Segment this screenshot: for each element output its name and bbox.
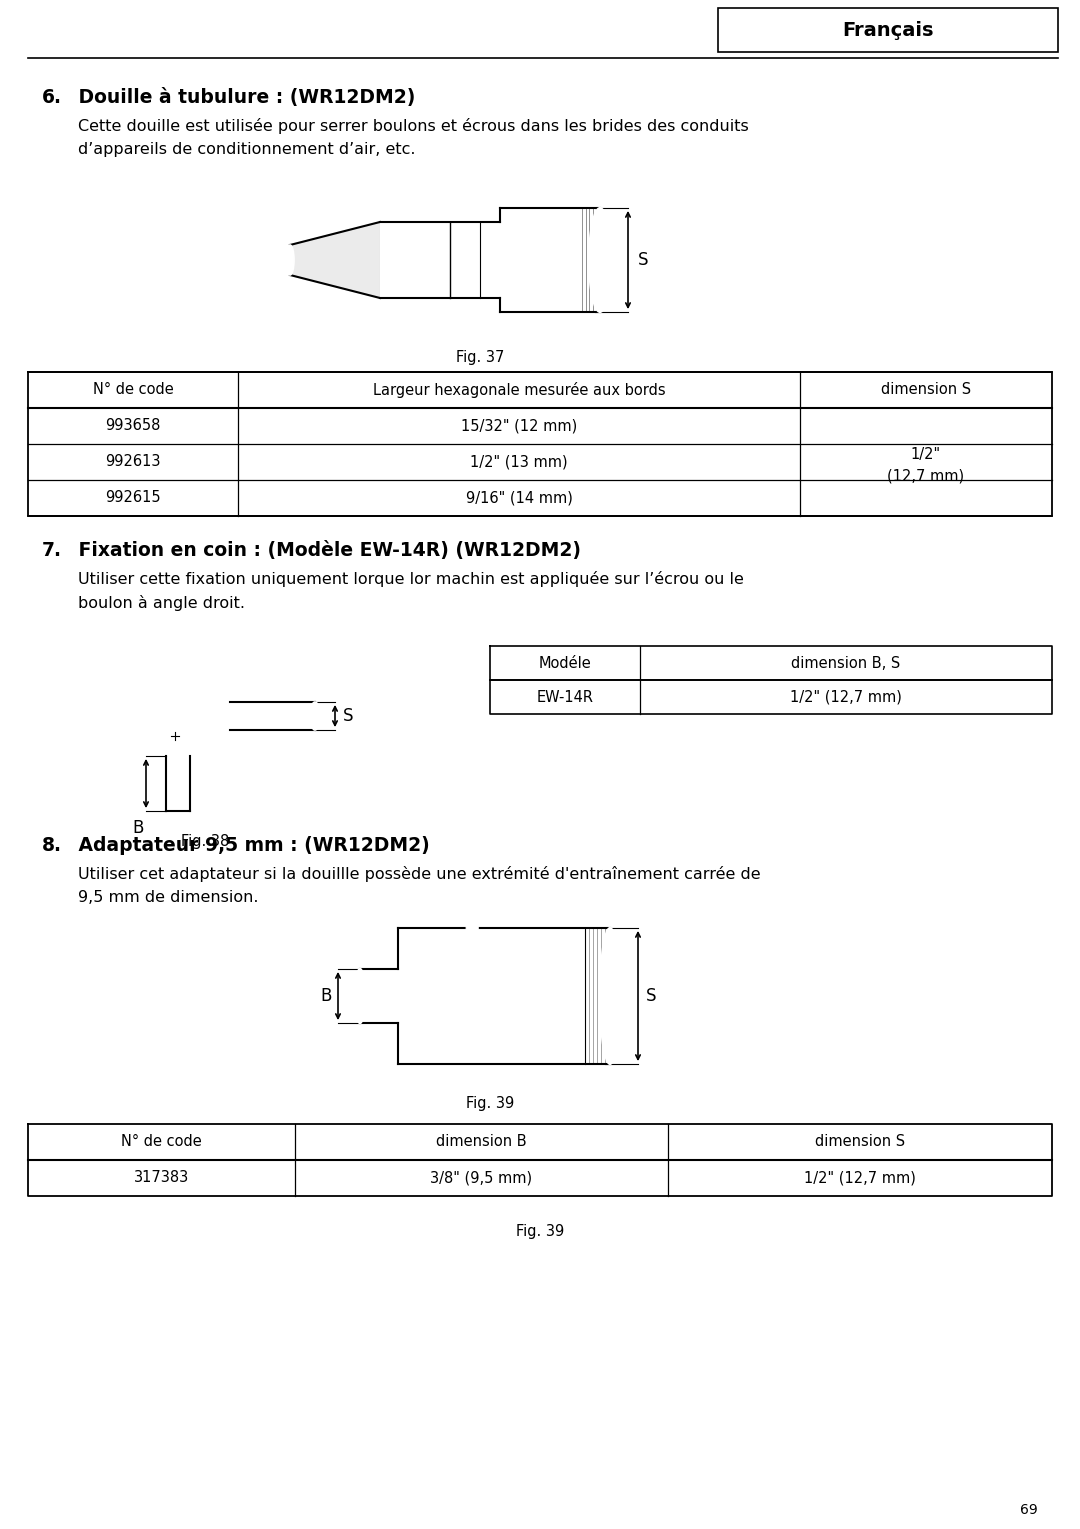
Polygon shape xyxy=(230,702,315,729)
Ellipse shape xyxy=(310,702,320,729)
Text: Fig. 38: Fig. 38 xyxy=(180,833,229,849)
Text: Français: Français xyxy=(842,20,934,40)
Ellipse shape xyxy=(355,968,365,1023)
Ellipse shape xyxy=(593,225,607,297)
Ellipse shape xyxy=(604,948,616,1043)
Text: Douille à tubulure : (WR12DM2): Douille à tubulure : (WR12DM2) xyxy=(72,89,416,107)
Polygon shape xyxy=(166,755,190,810)
Text: 1/2": 1/2" xyxy=(910,446,941,462)
Text: (12,7 mm): (12,7 mm) xyxy=(888,468,964,483)
Ellipse shape xyxy=(589,208,611,312)
Text: S: S xyxy=(638,251,648,269)
Text: 8.: 8. xyxy=(42,836,62,855)
Text: 9,5 mm de dimension.: 9,5 mm de dimension. xyxy=(78,890,258,905)
Text: Adaptateur 9,5 mm : (WR12DM2): Adaptateur 9,5 mm : (WR12DM2) xyxy=(72,836,430,855)
Text: 1/2" (12,7 mm): 1/2" (12,7 mm) xyxy=(791,690,902,705)
Text: Cette douille est utilisée pour serrer boulons et écrous dans les brides des con: Cette douille est utilisée pour serrer b… xyxy=(78,118,748,135)
Text: 6.: 6. xyxy=(42,89,62,107)
Circle shape xyxy=(162,688,218,745)
Text: Largeur hexagonale mesurée aux bords: Largeur hexagonale mesurée aux bords xyxy=(373,382,665,398)
Text: B: B xyxy=(132,820,144,836)
Text: 993658: 993658 xyxy=(106,419,161,434)
Ellipse shape xyxy=(286,245,294,275)
Text: 1/2" (12,7 mm): 1/2" (12,7 mm) xyxy=(805,1171,916,1185)
Text: 317383: 317383 xyxy=(134,1171,189,1185)
Text: 992615: 992615 xyxy=(105,491,161,506)
Text: dimension B, S: dimension B, S xyxy=(792,656,901,671)
Text: Utiliser cet adaptateur si la douillle possède une extrémité d'entraînement carr: Utiliser cet adaptateur si la douillle p… xyxy=(78,865,760,882)
Text: S: S xyxy=(343,706,353,725)
Text: 992613: 992613 xyxy=(105,454,161,469)
Text: Utiliser cette fixation uniquement lorque lor machin est appliquée sur l’écrou o: Utiliser cette fixation uniquement lorqu… xyxy=(78,570,744,587)
Polygon shape xyxy=(380,222,500,298)
Text: Fig. 39: Fig. 39 xyxy=(516,1225,564,1238)
Text: Fig. 37: Fig. 37 xyxy=(456,350,504,365)
Text: N° de code: N° de code xyxy=(93,382,174,398)
Text: d’appareils de conditionnement d’air, etc.: d’appareils de conditionnement d’air, et… xyxy=(78,142,416,157)
Text: 1/2" (13 mm): 1/2" (13 mm) xyxy=(470,454,568,469)
Text: N° de code: N° de code xyxy=(121,1135,202,1150)
Text: dimension S: dimension S xyxy=(881,382,971,398)
Text: B: B xyxy=(320,988,332,1005)
Text: S: S xyxy=(646,988,657,1005)
Circle shape xyxy=(150,676,230,755)
Text: 69: 69 xyxy=(1021,1503,1038,1517)
Polygon shape xyxy=(399,928,610,1064)
Text: 15/32" (12 mm): 15/32" (12 mm) xyxy=(461,419,577,434)
Text: Modéle: Modéle xyxy=(539,656,592,671)
Text: Fixation en coin : (Modèle EW-14R) (WR12DM2): Fixation en coin : (Modèle EW-14R) (WR12… xyxy=(72,541,581,560)
Text: boulon à angle droit.: boulon à angle droit. xyxy=(78,595,245,612)
Text: EW-14R: EW-14R xyxy=(537,690,594,705)
Polygon shape xyxy=(291,222,380,298)
Polygon shape xyxy=(360,969,399,1023)
Circle shape xyxy=(168,729,181,742)
Bar xyxy=(718,8,1058,52)
Ellipse shape xyxy=(600,928,620,1064)
Text: Fig. 39: Fig. 39 xyxy=(465,1096,514,1112)
Circle shape xyxy=(467,922,478,934)
Text: 7.: 7. xyxy=(42,541,62,560)
Text: 9/16" (14 mm): 9/16" (14 mm) xyxy=(465,491,572,506)
Polygon shape xyxy=(500,208,600,312)
Text: dimension B: dimension B xyxy=(436,1135,527,1150)
Text: 3/8" (9,5 mm): 3/8" (9,5 mm) xyxy=(431,1171,532,1185)
Text: dimension S: dimension S xyxy=(815,1135,905,1150)
